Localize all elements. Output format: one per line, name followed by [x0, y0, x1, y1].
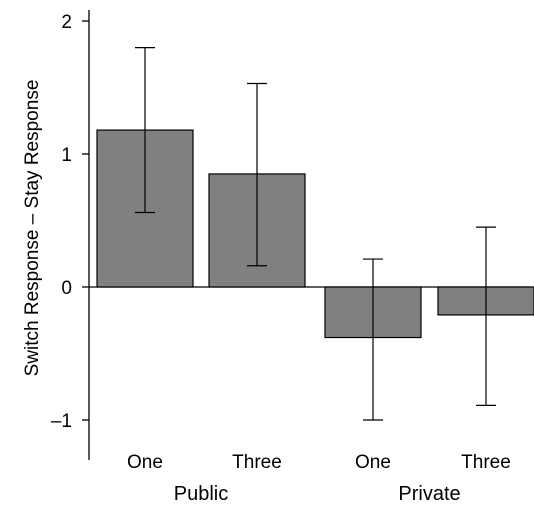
- y-tick-label: 0: [61, 278, 72, 299]
- error-bars: [135, 46, 496, 421]
- x-group-label: Private: [398, 483, 460, 505]
- x-category-label: One: [355, 452, 391, 473]
- y-tick-label: –1: [51, 411, 72, 432]
- y-axis-label: Switch Response – Stay Response: [22, 80, 43, 377]
- y-tick-label: 1: [61, 145, 72, 166]
- x-category-label: One: [127, 452, 163, 473]
- bars: [96, 129, 534, 339]
- y-tick-label: 2: [61, 12, 72, 33]
- x-category-label: Three: [461, 452, 511, 473]
- x-group-label: Public: [174, 483, 228, 505]
- x-category-label: Three: [232, 452, 282, 473]
